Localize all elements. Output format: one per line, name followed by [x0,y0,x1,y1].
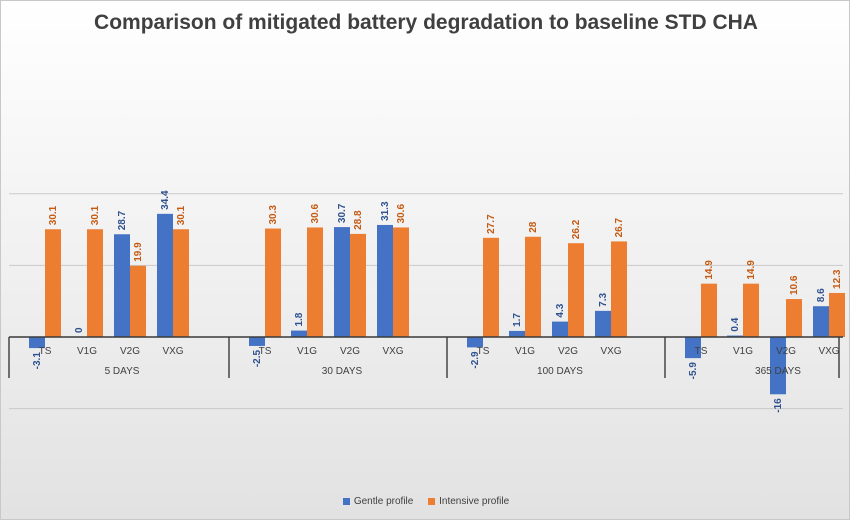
category-label: VXG [600,346,621,357]
data-label-intensive: 26.7 [614,218,625,238]
category-label: VXG [818,346,839,357]
category-label: TS [695,346,708,357]
group-label: 5 DAYS [105,366,140,377]
data-label-intensive: 14.9 [704,260,715,280]
group-label: 100 DAYS [537,366,583,377]
bar-gentle-365-days-vxg [813,306,829,337]
bar-intensive-365-days-vxg [829,292,845,337]
bar-intensive-100-days-v2g [568,243,584,337]
data-label-intensive: 30.6 [310,204,321,224]
data-label-gentle: 8.6 [816,288,827,302]
bar-gentle-30-days-v2g [334,227,350,337]
bar-intensive-5-days-ts [45,229,61,337]
category-label: V2G [558,346,578,357]
bar-intensive-30-days-ts [265,228,281,337]
bar-intensive-30-days-v2g [350,233,366,337]
category-label: V1G [515,346,535,357]
legend-item-intensive[interactable]: Intensive profile [428,496,509,507]
category-label: TS [477,346,490,357]
category-label: V2G [120,346,140,357]
data-label-gentle: -5.9 [688,362,699,380]
category-label: TS [259,346,272,357]
data-label-gentle: 0 [74,327,85,333]
bar-gentle-30-days-ts [249,337,265,346]
bar-intensive-365-days-v1g [743,283,759,337]
bar-gentle-30-days-v1g [291,330,307,337]
data-label-intensive: 28 [528,221,539,233]
bar-intensive-5-days-vxg [173,229,189,337]
category-label: V1G [733,346,753,357]
data-label-gentle: -2.9 [470,351,481,369]
data-label-intensive: 30.6 [396,204,407,224]
data-label-intensive: 19.9 [133,242,144,262]
data-label-intensive: 26.2 [571,219,582,239]
bar-gentle-100-days-v1g [509,330,525,337]
category-label: VXG [162,346,183,357]
group-label: 365 DAYS [755,366,801,377]
bar-intensive-5-days-v1g [87,229,103,337]
data-label-intensive: 14.9 [746,260,757,280]
legend: Gentle profile Intensive profile [1,496,850,507]
legend-swatch-gentle [342,497,350,505]
data-label-intensive: 10.6 [789,275,800,295]
legend-swatch-intensive [428,497,436,505]
data-label-intensive: 30.1 [48,205,59,225]
bar-gentle-5-days-vxg [157,213,173,337]
bar-gentle-100-days-ts [467,337,483,348]
category-label: V1G [297,346,317,357]
data-label-gentle: 0.4 [730,317,741,331]
data-label-gentle: 31.3 [380,201,391,221]
category-label: V2G [776,346,796,357]
data-label-intensive: 30.1 [176,205,187,225]
bar-intensive-365-days-ts [701,283,717,337]
legend-label-gentle: Gentle profile [353,496,414,507]
category-label: V2G [340,346,360,357]
data-label-intensive: 12.3 [832,269,843,289]
group-label: 30 DAYS [322,366,363,377]
bar-intensive-5-days-v2g [130,265,146,337]
legend-item-gentle[interactable]: Gentle profile [342,496,414,507]
bar-gentle-5-days-ts [29,337,45,349]
data-label-gentle: 34.4 [160,190,171,210]
data-label-intensive: 30.3 [268,205,279,225]
bar-gentle-5-days-v2g [114,234,130,337]
category-label: TS [39,346,52,357]
data-label-intensive: 30.1 [90,205,101,225]
bar-intensive-100-days-v1g [525,236,541,337]
data-label-gentle: 1.7 [512,313,523,327]
data-label-gentle: 4.3 [555,303,566,317]
data-label-intensive: 27.7 [486,214,497,234]
bar-gentle-365-days-ts [685,337,701,359]
bar-intensive-30-days-vxg [393,227,409,337]
bar-gentle-100-days-vxg [595,310,611,337]
data-label-gentle: 28.7 [117,210,128,230]
bar-intensive-365-days-v2g [786,299,802,337]
bar-gentle-100-days-v2g [552,321,568,337]
data-label-gentle: 30.7 [337,203,348,223]
category-label: V1G [77,346,97,357]
bar-gentle-30-days-vxg [377,224,393,337]
category-label: VXG [382,346,403,357]
data-label-gentle: -3.1 [32,352,43,370]
bar-intensive-100-days-vxg [611,241,627,337]
data-label-intensive: 28.8 [353,210,364,230]
bar-gentle-365-days-v2g [770,337,786,395]
bar-intensive-100-days-ts [483,237,499,337]
data-label-gentle: -16 [773,398,784,413]
data-label-gentle: 7.3 [598,293,609,307]
chart-title: Comparison of mitigated battery degradat… [94,11,758,34]
data-label-gentle: -2.5 [252,350,263,368]
legend-label-intensive: Intensive profile [439,496,510,507]
data-label-gentle: 1.8 [294,312,305,326]
bar-intensive-30-days-v1g [307,227,323,337]
